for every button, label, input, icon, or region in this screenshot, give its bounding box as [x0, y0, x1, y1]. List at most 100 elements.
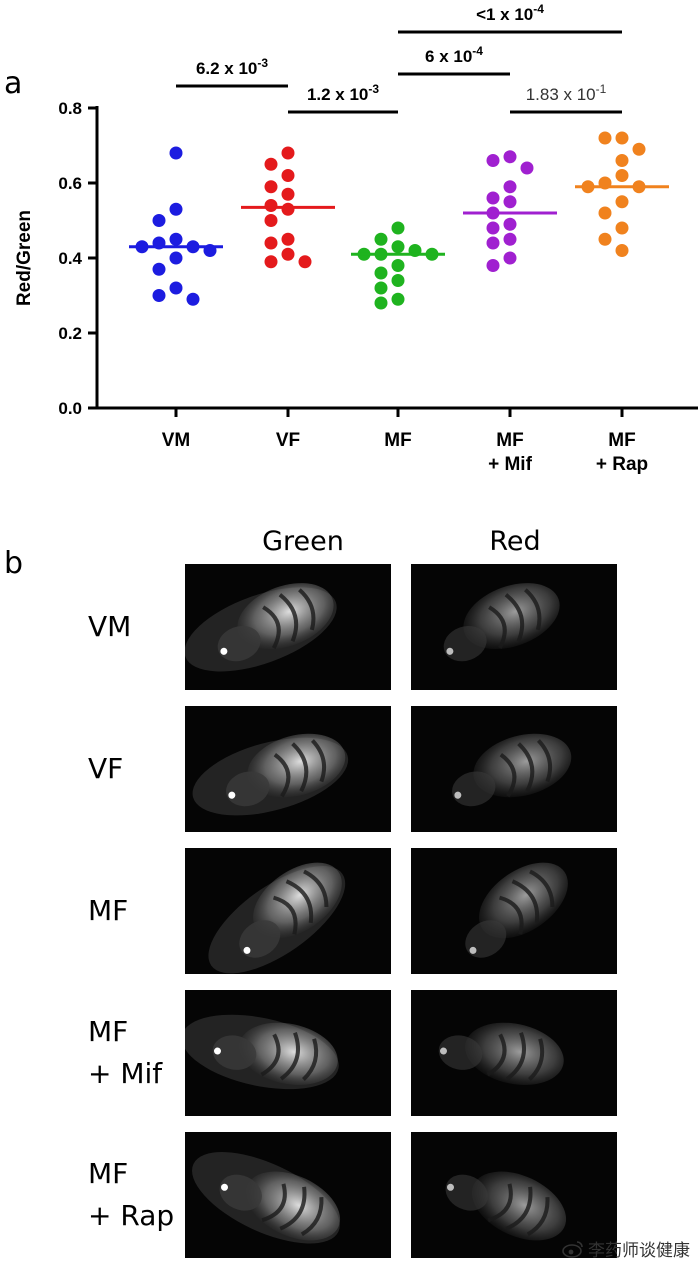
data-point: [264, 236, 278, 250]
fly-image-green: [185, 1132, 391, 1258]
x-tick-label: MF: [608, 430, 635, 451]
data-point: [391, 259, 405, 272]
x-tick-label: VF: [276, 430, 300, 451]
data-point: [598, 131, 612, 145]
data-point: [298, 255, 312, 269]
x-tick-label: + Mif: [488, 454, 532, 475]
data-point: [264, 180, 278, 194]
data-point: [281, 232, 295, 246]
data-point: [152, 289, 166, 302]
data-point: [391, 240, 405, 254]
data-point: [486, 191, 500, 205]
data-point: [632, 142, 646, 156]
panel-b-label: b: [4, 546, 24, 581]
y-tick-label: 0.4: [58, 249, 82, 268]
x-tick-label: MF: [496, 430, 523, 451]
data-point: [503, 195, 517, 209]
row-label: VF: [88, 748, 123, 790]
y-tick-label: 0.8: [58, 99, 82, 118]
p-value-label: 1.83 x 10-1: [526, 82, 607, 104]
fly-image-red: [411, 564, 617, 690]
data-point: [264, 157, 278, 171]
row-label-line: MF: [88, 1157, 129, 1190]
fly-image-red: [411, 990, 617, 1116]
data-point: [486, 259, 500, 272]
data-point: [503, 251, 517, 265]
fly-image-red: [411, 848, 617, 974]
data-point: [391, 221, 405, 235]
fly-image-red: [411, 706, 617, 832]
watermark: 李药师谈健康: [562, 1236, 690, 1261]
fly-image-red: [411, 1132, 617, 1258]
row-label: MF + Mif: [88, 1011, 162, 1095]
data-point: [615, 221, 629, 235]
fly-image-green: [185, 706, 391, 832]
data-point: [615, 131, 629, 145]
data-point: [374, 281, 388, 295]
data-point: [169, 232, 183, 246]
data-point: [486, 221, 500, 235]
y-axis-label: Red/Green: [14, 210, 35, 306]
x-tick-label: MF: [384, 430, 411, 451]
data-point: [374, 266, 388, 280]
y-tick-label: 0.2: [58, 324, 82, 343]
data-point: [152, 214, 166, 227]
row-label: MF + Rap: [88, 1153, 174, 1237]
data-point: [598, 206, 612, 220]
fly-image-green: [185, 564, 391, 690]
data-point: [281, 146, 295, 160]
data-point: [503, 217, 517, 231]
column-header-red: Red: [489, 526, 541, 557]
data-point: [615, 195, 629, 209]
data-point: [486, 236, 500, 250]
row-label: MF: [88, 890, 128, 932]
data-point: [615, 244, 629, 257]
data-point: [615, 154, 629, 167]
panel-a-label: a: [4, 66, 23, 101]
row-label: VM: [88, 606, 131, 648]
row-label-line: MF: [88, 1015, 129, 1048]
data-point: [503, 232, 517, 246]
data-point: [169, 251, 183, 265]
p-value-label: 1.2 x 10-3: [307, 82, 379, 104]
data-point: [264, 199, 278, 212]
data-point: [598, 232, 612, 246]
p-value-label: 6 x 10-4: [425, 44, 483, 66]
x-tick-label: VM: [162, 430, 191, 451]
data-point: [169, 202, 183, 216]
p-value-label: <1 x 10-4: [476, 2, 544, 24]
data-point: [281, 187, 295, 201]
weibo-icon: [562, 1240, 584, 1258]
data-point: [520, 161, 534, 175]
data-point: [391, 274, 405, 287]
row-label-line: MF: [88, 894, 129, 927]
data-point: [152, 262, 166, 276]
data-point: [264, 214, 278, 227]
row-label-line: VF: [88, 752, 124, 785]
y-tick-label: 0.6: [58, 174, 82, 193]
data-point: [186, 292, 200, 306]
watermark-text: 李药师谈健康: [588, 1241, 690, 1261]
row-label-line: + Mif: [88, 1057, 163, 1090]
data-point: [615, 169, 629, 182]
row-label-line: + Rap: [88, 1199, 175, 1232]
data-point: [281, 202, 295, 216]
x-tick-label: + Rap: [596, 454, 648, 475]
column-header-green: Green: [262, 526, 344, 557]
data-point: [486, 154, 500, 167]
data-point: [374, 296, 388, 310]
y-tick-label: 0.0: [58, 399, 82, 418]
data-point: [503, 150, 517, 164]
data-point: [374, 232, 388, 246]
data-point: [281, 169, 295, 182]
fly-image-green: [185, 990, 391, 1116]
scatter-chart: 0.0 0.2 0.4 0.6 0.8 Red/Green VM VF MF MF + Mif MF +…: [14, 2, 698, 475]
fly-image-green: [185, 848, 391, 974]
data-point: [503, 180, 517, 194]
data-point: [391, 292, 405, 306]
row-label-line: VM: [88, 610, 132, 643]
data-point: [169, 146, 183, 160]
data-point: [264, 255, 278, 269]
data-point: [281, 247, 295, 261]
p-value-label: 6.2 x 10-3: [196, 56, 268, 78]
